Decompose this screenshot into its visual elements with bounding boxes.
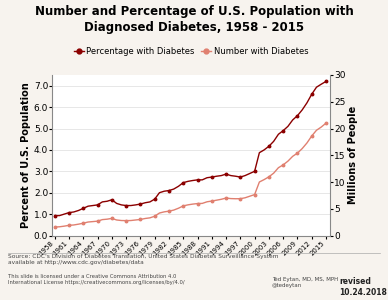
Y-axis label: Millions of People: Millions of People bbox=[348, 106, 358, 204]
Text: revised
10.24.2018: revised 10.24.2018 bbox=[340, 278, 387, 297]
Text: Ted Eytan, MD, MS, MPH
@tedeytan: Ted Eytan, MD, MS, MPH @tedeytan bbox=[272, 278, 338, 288]
Text: This slide is licensed under a Creative Commons Attribution 4.0
International Li: This slide is licensed under a Creative … bbox=[8, 274, 184, 285]
Text: Number and Percentage of U.S. Population with
Diagnosed Diabetes, 1958 - 2015: Number and Percentage of U.S. Population… bbox=[35, 4, 353, 34]
Legend: Percentage with Diabetes, Number with Diabetes: Percentage with Diabetes, Number with Di… bbox=[71, 44, 312, 59]
Y-axis label: Percent of U.S. Population: Percent of U.S. Population bbox=[21, 82, 31, 228]
Text: Source: CDC's Division of Diabetes Translation, United States Diabetes Surveilla: Source: CDC's Division of Diabetes Trans… bbox=[8, 254, 278, 265]
